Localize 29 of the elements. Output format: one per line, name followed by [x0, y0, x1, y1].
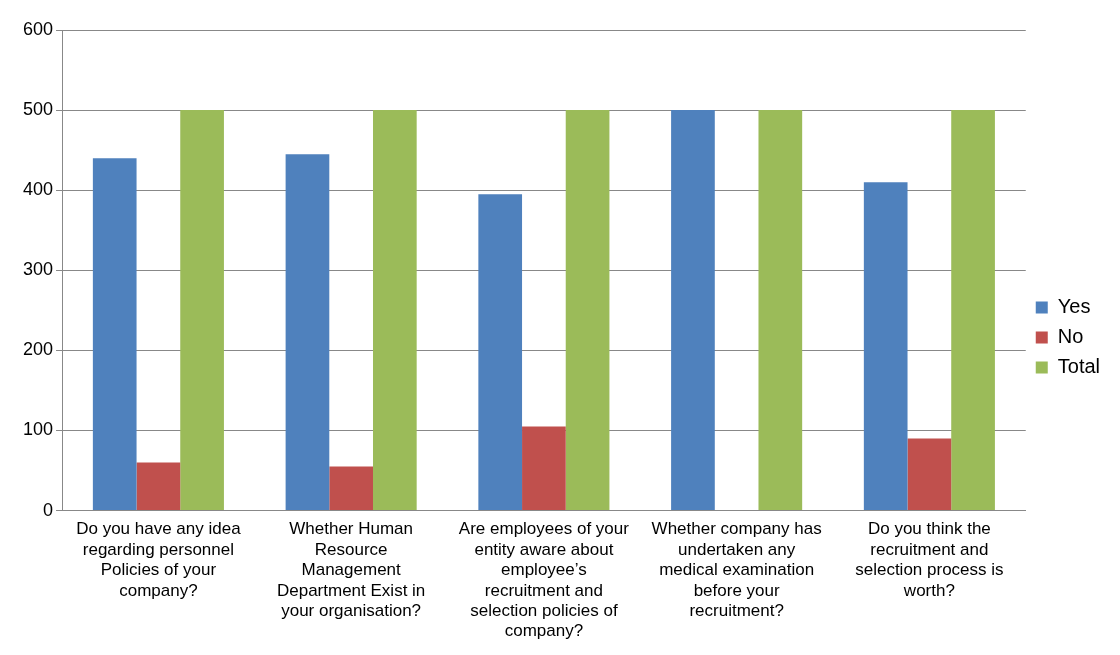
bar — [522, 426, 566, 511]
x-tick-label: Whether Human Resource Management Department Exist in your organisation? — [276, 519, 426, 621]
legend-label: Total — [1057, 355, 1100, 378]
bar — [758, 110, 803, 511]
y-tick-label: 500 — [22, 99, 54, 120]
bar — [907, 438, 952, 511]
y-tick-label: 0 — [43, 499, 54, 520]
x-tick-label: Do you think the recruitment and selection process is worth? — [855, 519, 1004, 600]
y-tick-label: 300 — [22, 259, 54, 280]
y-tick-label: 200 — [22, 339, 54, 360]
bar — [863, 182, 908, 511]
bar — [565, 110, 610, 511]
bar — [478, 194, 523, 511]
y-tick-label: 100 — [22, 419, 54, 440]
bar — [372, 110, 417, 511]
bar — [329, 466, 373, 511]
x-tick-label: Are employees of your entity aware about employee’s recruitment and selection policies of company? — [458, 519, 630, 641]
legend-label: Yes — [1057, 295, 1091, 318]
bar — [136, 462, 181, 511]
bar — [180, 110, 224, 511]
x-tick-label: Do you have any idea regarding personnel Policies of your company? — [76, 519, 242, 600]
bar — [671, 110, 715, 511]
bar — [92, 158, 137, 511]
y-tick-label: 600 — [22, 18, 54, 39]
x-tick-label: Whether company has undertaken any medical examination before your recruitment? — [651, 519, 822, 621]
legend-label: No — [1057, 325, 1084, 348]
y-tick-label: 400 — [22, 179, 54, 200]
bar — [951, 110, 995, 511]
bar — [285, 154, 330, 511]
